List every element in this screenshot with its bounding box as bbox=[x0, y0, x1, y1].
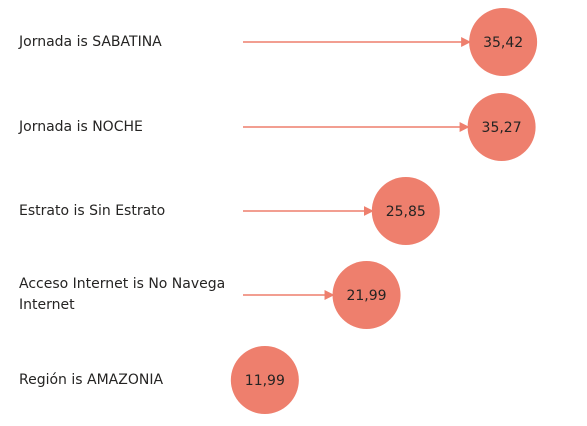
row-label: Jornada is SABATINA bbox=[19, 33, 162, 50]
value-bubble[interactable] bbox=[469, 8, 538, 76]
value-label: 35,42 bbox=[483, 35, 523, 51]
value-label: 25,85 bbox=[386, 204, 426, 220]
row-label: Región is AMAZONIA bbox=[19, 371, 164, 388]
row-label: Jornada is NOCHE bbox=[19, 118, 143, 135]
value-bubble[interactable] bbox=[467, 93, 536, 161]
value-bubble[interactable] bbox=[371, 177, 440, 245]
value-label: 11,99 bbox=[245, 373, 285, 389]
row-label: Estrato is Sin Estrato bbox=[19, 202, 166, 219]
row-label: Acceso Internet is No Navega Internet bbox=[19, 276, 226, 313]
value-label: 35,27 bbox=[482, 120, 522, 136]
value-bubble[interactable] bbox=[332, 261, 401, 329]
value-label: 21,99 bbox=[346, 288, 386, 304]
value-bubble[interactable] bbox=[230, 346, 299, 414]
